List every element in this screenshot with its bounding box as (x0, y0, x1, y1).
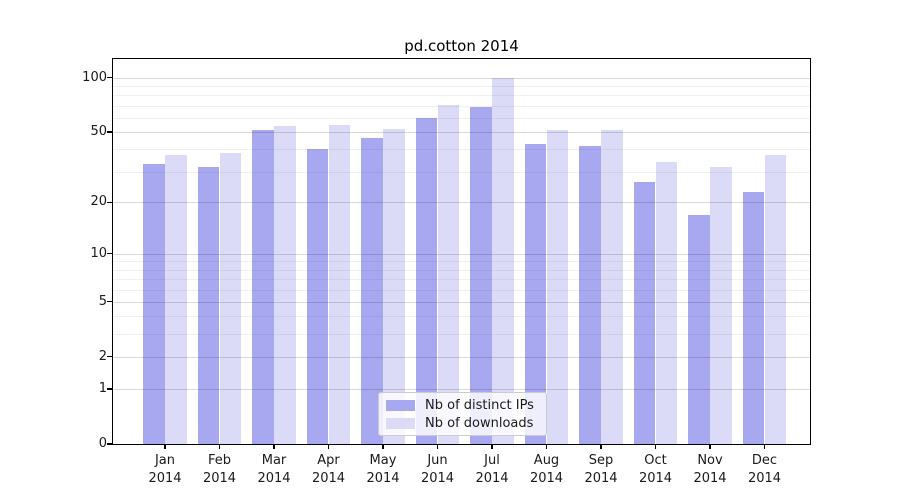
x-tick-label-nov: Nov 2014 (693, 453, 727, 486)
x-tick-mark (218, 444, 221, 449)
bar-downloads-mar (274, 126, 296, 444)
y-tick-mark (107, 388, 113, 390)
x-tick-label-dec: Dec 2014 (747, 453, 782, 486)
gridline-minor (113, 86, 810, 88)
x-tick-mark (382, 444, 384, 449)
x-tick-label-may: May 2014 (366, 453, 400, 486)
x-tick-label-mar: Mar 2014 (257, 453, 291, 486)
gridline-major (113, 132, 810, 134)
bar-downloads-jul (492, 77, 514, 444)
bar-distinct-ips-jan (143, 164, 165, 444)
x-tick-mark (327, 444, 330, 449)
bar-downloads-jan (165, 155, 187, 444)
x-tick-mark (273, 444, 275, 449)
x-tick-mark (545, 444, 548, 449)
bar-distinct-ips-mar (252, 130, 274, 444)
x-tick-label-jun: Jun 2014 (420, 453, 455, 486)
x-tick-label-jul: Jul 2014 (475, 453, 509, 486)
y-tick-label-5: 5 (98, 293, 107, 309)
x-tick-mark (436, 444, 439, 449)
legend-swatch-distinct-ips (386, 399, 415, 411)
gridline-major (113, 77, 810, 79)
y-tick-label-2: 2 (98, 348, 107, 364)
bar-downloads-aug (546, 130, 569, 444)
bar-distinct-ips-aug (524, 143, 547, 444)
bar-distinct-ips-jul (470, 106, 492, 444)
plot-area (113, 59, 810, 444)
legend-box: Nb of distinct IPs Nb of downloads (378, 392, 547, 436)
x-tick-label-jan: Jan 2014 (148, 453, 182, 486)
y-tick-label-100: 100 (82, 69, 107, 85)
bar-downloads-oct (655, 161, 678, 444)
legend-label-downloads: Nb of downloads (425, 415, 534, 431)
bar-distinct-ips-feb (197, 166, 220, 444)
bar-distinct-ips-jun (415, 117, 438, 444)
x-tick-label-feb: Feb 2014 (202, 453, 237, 486)
bar-downloads-apr (328, 124, 351, 444)
x-tick-mark (709, 444, 711, 449)
gridline-minor (113, 117, 810, 119)
x-tick-label-aug: Aug 2014 (529, 453, 564, 486)
y-tick-label-50: 50 (90, 124, 107, 140)
bar-downloads-feb (219, 153, 242, 444)
x-tick-mark (763, 444, 766, 449)
y-tick-mark (107, 131, 113, 133)
y-tick-mark (107, 301, 113, 303)
x-tick-label-apr: Apr 2014 (311, 453, 346, 486)
y-tick-mark (107, 356, 113, 358)
bar-downloads-nov (710, 166, 732, 444)
legend-entry-distinct-ips: Nb of distinct IPs (379, 398, 546, 413)
y-tick-label-20: 20 (90, 194, 107, 210)
bar-downloads-sep (601, 130, 623, 444)
bar-downloads-jun (437, 104, 460, 444)
x-tick-label-sep: Sep 2014 (584, 453, 618, 486)
x-tick-label-oct: Oct 2014 (638, 453, 673, 486)
y-tick-mark (107, 443, 113, 445)
y-tick-mark (107, 201, 113, 203)
bar-downloads-dec (764, 155, 787, 444)
bar-distinct-ips-apr (306, 149, 329, 444)
chart-title: pd.cotton 2014 (404, 37, 519, 55)
bar-downloads-may (383, 128, 405, 444)
legend-label-distinct-ips: Nb of distinct IPs (425, 397, 534, 413)
gridline-minor (113, 149, 810, 151)
y-tick-label-1: 1 (98, 381, 107, 396)
bar-distinct-ips-dec (742, 191, 765, 444)
gridline-minor (113, 105, 810, 107)
y-tick-label-10: 10 (90, 245, 107, 261)
legend-swatch-downloads (386, 417, 415, 429)
x-tick-mark (164, 444, 166, 449)
x-tick-mark (600, 444, 602, 449)
legend-entry-downloads: Nb of downloads (379, 416, 546, 431)
x-tick-mark (654, 444, 657, 449)
bar-distinct-ips-nov (688, 214, 710, 444)
y-tick-label-0: 0 (98, 436, 107, 451)
gridline-minor (113, 95, 810, 97)
y-tick-mark (107, 253, 113, 255)
bar-distinct-ips-may (361, 138, 383, 444)
y-tick-mark (107, 77, 113, 79)
bar-distinct-ips-oct (633, 182, 656, 444)
bar-distinct-ips-sep (579, 145, 601, 444)
x-tick-mark (491, 444, 493, 449)
